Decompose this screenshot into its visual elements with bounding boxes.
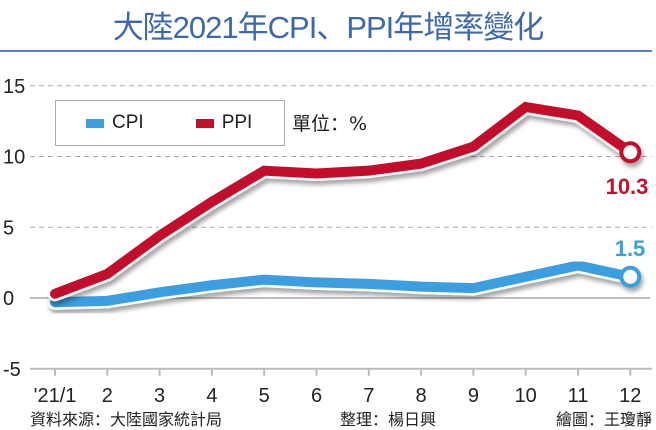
legend-item-ppi: PPI — [195, 112, 253, 134]
x-tick-label: 2 — [102, 385, 113, 407]
y-tick-label: 5 — [3, 217, 14, 239]
x-tick-label: 6 — [311, 385, 322, 407]
x-tick-label: 10 — [515, 385, 537, 407]
legend-label-cpi: CPI — [112, 112, 144, 133]
ppi-swatch-icon — [195, 118, 214, 128]
title-divider — [0, 50, 652, 52]
cpi-end-label: 1.5 — [615, 236, 646, 261]
x-tick-label: 9 — [468, 385, 479, 407]
designer-credit: 繪圖：王瓊靜 — [556, 410, 653, 429]
x-tick-label: 3 — [154, 385, 165, 407]
source-credit: 資料來源：大陸國家統計局 — [30, 410, 223, 429]
y-axis-ticks: 15 10 5 0 -5 — [3, 76, 25, 381]
legend-label-ppi: PPI — [221, 112, 253, 133]
editor-credit: 整理：楊日興 — [340, 410, 437, 429]
x-axis: '21/1 2 3 4 5 6 7 8 9 10 11 12 — [30, 367, 652, 407]
x-tick-label: 11 — [568, 385, 589, 407]
chart-title: 大陸2021年CPI、PPI年增率變化 — [112, 10, 545, 45]
unit-label: 單位：% — [292, 113, 368, 135]
ppi-line — [47, 99, 642, 302]
y-tick-label: 15 — [3, 76, 25, 98]
series-lines — [47, 99, 642, 310]
x-tick-label: 7 — [363, 385, 374, 407]
legend: CPI PPI — [55, 100, 285, 146]
x-tick-label: '21/1 — [34, 385, 77, 407]
x-tick-label: 5 — [259, 385, 270, 407]
y-tick-label: 10 — [3, 147, 25, 169]
y-tick-label: 0 — [3, 288, 14, 310]
x-tick-label: 8 — [416, 385, 427, 407]
ppi-end-label: 10.3 — [606, 174, 649, 199]
y-tick-label: -5 — [3, 359, 21, 381]
x-tick-label: 12 — [619, 385, 641, 407]
cpi-line — [47, 257, 642, 310]
cpi-swatch-icon — [86, 118, 104, 128]
x-tick-label: 4 — [206, 385, 217, 407]
legend-item-cpi: CPI — [86, 112, 144, 134]
